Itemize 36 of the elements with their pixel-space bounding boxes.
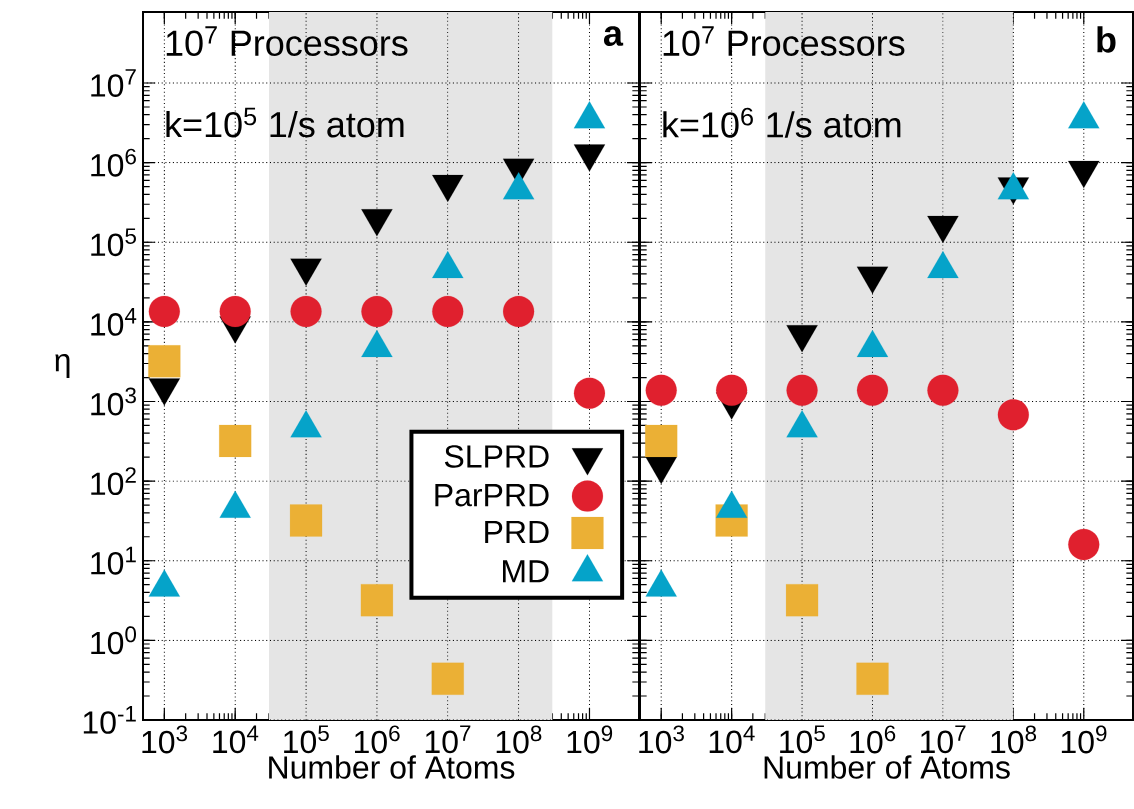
x-tick-label: 10$^{5}$ [284, 725, 329, 754]
x-tick-label: 10$^{9}$ [567, 725, 613, 754]
y-tick-label: 10$^{3}$ [91, 387, 136, 416]
x-tick-label: 10$^{8}$ [991, 725, 1037, 754]
x-tick-label: 10$^{6}$ [355, 725, 400, 754]
y-tick-label: 10$^{0}$ [91, 626, 137, 655]
legend-label: SLPRD [444, 445, 549, 468]
x-tick-label: 10$^{6}$ [850, 725, 896, 754]
annotation: 10$^{7}$ Processors [166, 26, 408, 57]
y-tick-label: 10$^{-1}$ [83, 706, 136, 734]
x-tick-label: 10$^{5}$ [780, 725, 825, 754]
x-tick-label: 10$^{9}$ [1061, 725, 1107, 754]
x-tick-label: 10$^{7}$ [921, 725, 966, 754]
annotation: 10$^{7}$ Processors [663, 26, 905, 57]
annotation: b [1097, 26, 1116, 53]
x-axis-title: Number of Atoms [269, 755, 515, 779]
legend-label: ParPRD [435, 484, 549, 507]
y-tick-label: 10$^{6}$ [91, 148, 136, 177]
x-tick-label: 10$^{8}$ [496, 725, 542, 754]
annotation: k=10$^{6}$ 1/s atom [663, 107, 901, 138]
x-tick-label: 10$^{3}$ [639, 725, 684, 754]
x-tick-label: 10$^{3}$ [142, 725, 188, 754]
y-tick-label: 10$^{1}$ [91, 546, 136, 575]
annotation: k=10$^{5}$ 1/s atom [166, 107, 404, 138]
x-axis-title: Number of Atoms [764, 755, 1010, 779]
y-axis-title: η [55, 354, 70, 378]
legend-label: PRD [485, 520, 549, 543]
x-tick-label: 10$^{4}$ [709, 725, 755, 754]
annotation: a [603, 26, 624, 46]
legend-label: MD [503, 560, 549, 583]
y-tick-label: 10$^{7}$ [91, 69, 136, 97]
y-tick-label: 10$^{2}$ [91, 467, 136, 496]
y-tick-label: 10$^{4}$ [91, 308, 137, 336]
y-tick-label: 10$^{5}$ [91, 228, 136, 257]
x-tick-label: 10$^{4}$ [213, 725, 259, 754]
x-tick-label: 10$^{7}$ [425, 725, 471, 754]
